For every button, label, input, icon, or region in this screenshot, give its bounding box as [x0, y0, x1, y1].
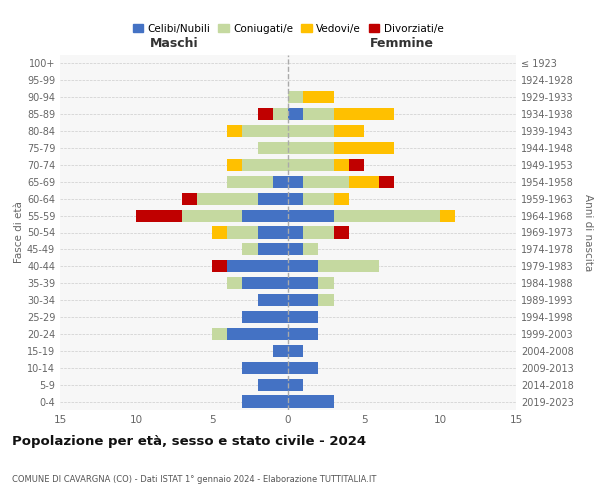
- Bar: [257, 192, 288, 205]
- Bar: [182, 210, 242, 222]
- Bar: [288, 91, 303, 104]
- Bar: [349, 159, 364, 171]
- Bar: [303, 176, 349, 188]
- Bar: [257, 294, 288, 306]
- Bar: [227, 328, 288, 340]
- Bar: [257, 226, 288, 238]
- Legend: Celibi/Nubili, Coniugati/e, Vedovi/e, Divorziati/e: Celibi/Nubili, Coniugati/e, Vedovi/e, Di…: [128, 20, 448, 38]
- Bar: [197, 192, 257, 205]
- Bar: [319, 294, 334, 306]
- Bar: [319, 277, 334, 289]
- Bar: [242, 311, 288, 323]
- Bar: [288, 328, 319, 340]
- Bar: [242, 362, 288, 374]
- Bar: [303, 91, 334, 104]
- Bar: [273, 176, 288, 188]
- Bar: [288, 311, 319, 323]
- Bar: [334, 125, 364, 137]
- Bar: [288, 108, 303, 120]
- Bar: [212, 328, 227, 340]
- Bar: [319, 260, 379, 272]
- Bar: [288, 210, 334, 222]
- Bar: [303, 192, 334, 205]
- Bar: [227, 176, 273, 188]
- Bar: [440, 210, 455, 222]
- Bar: [334, 226, 349, 238]
- Bar: [288, 362, 319, 374]
- Bar: [288, 244, 303, 256]
- Bar: [288, 277, 319, 289]
- Bar: [288, 294, 319, 306]
- Bar: [257, 142, 288, 154]
- Bar: [227, 159, 242, 171]
- Bar: [303, 108, 334, 120]
- Text: Popolazione per età, sesso e stato civile - 2024: Popolazione per età, sesso e stato civil…: [12, 435, 366, 448]
- Bar: [212, 226, 227, 238]
- Bar: [288, 176, 303, 188]
- Bar: [288, 159, 334, 171]
- Y-axis label: Anni di nascita: Anni di nascita: [583, 194, 593, 271]
- Bar: [242, 159, 288, 171]
- Bar: [288, 344, 303, 357]
- Bar: [288, 396, 334, 407]
- Bar: [288, 125, 334, 137]
- Bar: [273, 108, 288, 120]
- Bar: [334, 142, 394, 154]
- Bar: [227, 125, 242, 137]
- Text: Maschi: Maschi: [149, 37, 199, 50]
- Bar: [227, 260, 288, 272]
- Bar: [379, 176, 394, 188]
- Text: Femmine: Femmine: [370, 37, 434, 50]
- Bar: [334, 192, 349, 205]
- Bar: [212, 260, 227, 272]
- Bar: [182, 192, 197, 205]
- Bar: [242, 210, 288, 222]
- Bar: [288, 142, 334, 154]
- Bar: [288, 192, 303, 205]
- Bar: [136, 210, 182, 222]
- Bar: [257, 108, 273, 120]
- Bar: [242, 277, 288, 289]
- Bar: [242, 396, 288, 407]
- Bar: [334, 159, 349, 171]
- Bar: [303, 244, 319, 256]
- Bar: [288, 226, 303, 238]
- Bar: [303, 226, 334, 238]
- Bar: [227, 226, 257, 238]
- Y-axis label: Fasce di età: Fasce di età: [14, 202, 24, 264]
- Bar: [334, 108, 394, 120]
- Bar: [242, 125, 288, 137]
- Bar: [288, 378, 303, 390]
- Bar: [227, 277, 242, 289]
- Bar: [334, 210, 440, 222]
- Bar: [273, 344, 288, 357]
- Text: COMUNE DI CAVARGNA (CO) - Dati ISTAT 1° gennaio 2024 - Elaborazione TUTTITALIA.I: COMUNE DI CAVARGNA (CO) - Dati ISTAT 1° …: [12, 475, 376, 484]
- Bar: [242, 244, 257, 256]
- Bar: [257, 244, 288, 256]
- Bar: [349, 176, 379, 188]
- Bar: [257, 378, 288, 390]
- Bar: [288, 260, 319, 272]
